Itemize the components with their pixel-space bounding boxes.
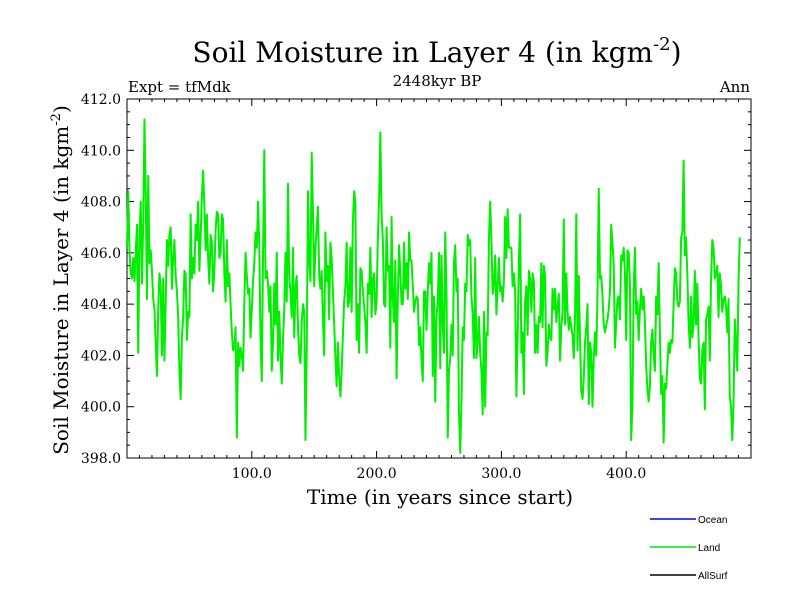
chart-subtitle: 2448kyr BP: [393, 72, 482, 90]
season-label: Ann: [719, 78, 750, 96]
y-tick-label: 412.0: [81, 92, 121, 108]
legend-label-land: Land: [698, 543, 720, 554]
y-tick-label: 404.0: [81, 297, 121, 313]
y-tick-label: 408.0: [81, 195, 121, 211]
experiment-label: Expt = tfMdk: [128, 78, 232, 96]
series-line-land: [126, 118, 741, 454]
y-tick-label: 402.0: [81, 348, 121, 364]
legend-label-allsurf: AllSurf: [698, 571, 728, 582]
x-tick-label: 400.0: [606, 466, 646, 482]
y-tick-label: 406.0: [81, 246, 121, 262]
series-layer: [126, 118, 741, 454]
legend-label-ocean: Ocean: [698, 515, 727, 526]
y-tick-label: 410.0: [81, 143, 121, 159]
x-axis: 100.0 200.0 300.0 400.0: [138, 99, 740, 482]
x-axis-label: Time (in years since start): [307, 485, 573, 509]
x-tick-label: 100.0: [232, 466, 272, 482]
y-axis: 398.0 400.0 402.0 404.0 406.0 408.0 410.0 412.0: [81, 92, 751, 467]
y-axis-label: Soil Moisture in Layer 4 (in kgm-2): [49, 105, 73, 455]
x-tick-label: 300.0: [481, 466, 521, 482]
legend: Ocean Land AllSurf: [650, 515, 728, 582]
y-tick-label: 398.0: [81, 451, 121, 467]
y-tick-label: 400.0: [81, 400, 121, 416]
x-tick-label: 200.0: [357, 466, 397, 482]
chart-title: Soil Moisture in Layer 4 (in kgm-2): [192, 34, 681, 69]
